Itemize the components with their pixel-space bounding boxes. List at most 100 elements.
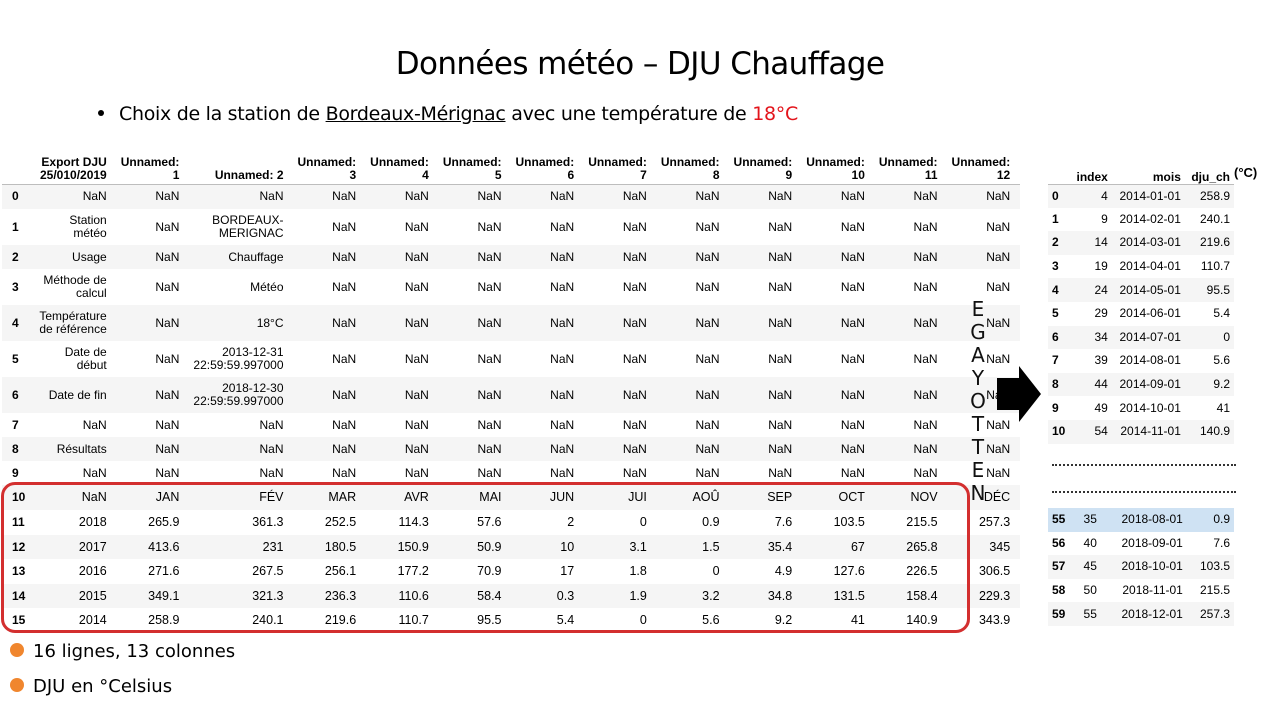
table-cell: 50 [1083, 583, 1097, 598]
clean-dataframe-body-top: 0 4 2014-01-01 258.9 1 9 2014-02-01 240.1 2 14 201… [1048, 184, 1234, 444]
table-row: 3 Méthode de calcul NaN Météo NaN NaN NaN NaN Na… [2, 269, 1020, 305]
table-row: 9 NaN NaN NaN NaN NaN NaN NaN NaN NaN NaN NaN NaN NaN [2, 461, 1020, 485]
table-cell: NaN [695, 279, 720, 294]
table-cell: 67 [850, 539, 865, 554]
clean-dataframe: index mois dju_ch 0 4 2014-01-01 258.9 1 9 2014-… [1048, 162, 1234, 444]
clean-dataframe-header: index mois dju_ch [1048, 162, 1234, 185]
table-row: 2 Usage NaN Chauffage NaN NaN NaN NaN NaN NaN NaN N… [2, 245, 1021, 269]
table-cell: 2 [567, 515, 575, 529]
table-cell: 1.5 [702, 539, 720, 554]
raw-dataframe-body: 0 NaN NaN NaN NaN NaN NaN NaN NaN NaN NaN NaN NaN NaN… [2, 184, 1021, 632]
table-cell: 2017 [78, 539, 107, 554]
table-row: 1 9 2014-02-01 240.1 [1048, 208, 1234, 232]
raw-dataframe: Export DJU 25/010/2019 Unnamed: 1 Unnamed:… [2, 152, 1021, 632]
row-index: 57 [1052, 559, 1066, 574]
table-cell: 41 [1216, 400, 1230, 415]
column-header: Export DJU 25/010/2019 [35, 152, 117, 185]
table-cell: NaN [986, 351, 1011, 366]
table-cell: NaN [477, 279, 502, 294]
row-index: 8 [12, 441, 19, 456]
table-cell: NaN [768, 219, 793, 234]
table-cell: 345 [989, 539, 1011, 554]
table-cell: 0.3 [556, 588, 575, 603]
table-cell: 35 [1083, 512, 1097, 527]
table-cell: 103.5 [1199, 559, 1230, 574]
table-cell: MAI [479, 490, 502, 504]
table-cell: 110.7 [398, 612, 429, 627]
table-cell: 5.4 [1213, 306, 1230, 321]
table-row: 7 NaN NaN NaN NaN NaN NaN NaN NaN NaN NaN NaN NaN NaN [2, 413, 1020, 437]
row-index: 14 [12, 588, 26, 603]
table-cell: 50.9 [477, 539, 502, 554]
cleaning-letter: O [970, 389, 986, 413]
table-row: 5 Date de début NaN 2013-12-31 22:59:59.997… [2, 341, 1020, 377]
cleaning-letter: G [970, 320, 986, 344]
table-cell: 41 [850, 612, 865, 627]
row-index: 9 [1052, 400, 1059, 415]
table-cell: NaN [155, 279, 180, 294]
table-cell: 45 [1083, 559, 1097, 574]
table-cell: NaN [550, 465, 575, 480]
table-cell: 343.9 [978, 612, 1011, 627]
table-cell: 219.6 [1199, 235, 1230, 250]
table-row: 58 50 2018-11-01 215.5 [1048, 579, 1234, 603]
table-cell: 2014-11-01 [1120, 424, 1181, 439]
table-cell: NaN [332, 315, 357, 330]
table-cell: 9 [1101, 211, 1108, 226]
row-index: 7 [1052, 353, 1059, 368]
table-cell: NaN [622, 315, 647, 330]
table-cell: NaN [155, 189, 180, 204]
table-row: 15 2014 258.9 240.1 219.6 110.7 95.5 5.4 0 5.6 9.2… [2, 608, 1020, 632]
table-cell: 256.1 [324, 564, 357, 578]
table-row: 4 Température de référence NaN 18°C NaN NaN Na… [2, 305, 1021, 341]
table-cell: 57.6 [477, 515, 502, 529]
table-cell: NaN [477, 351, 502, 366]
table-cell: SEP [767, 490, 793, 504]
table-cell: NaN [332, 387, 357, 402]
table-cell: NaN [404, 219, 429, 234]
table-cell: 17 [560, 564, 575, 578]
table-cell: 252.5 [324, 515, 357, 529]
column-header: Unnamed: 7 [584, 152, 657, 185]
column-header: Unnamed: 12 [947, 152, 1021, 185]
table-cell: 40 [1083, 535, 1097, 550]
table-cell: NaN [477, 189, 502, 204]
table-cell: 2014-10-01 [1119, 400, 1181, 415]
row-index: 12 [12, 539, 26, 554]
table-cell: 140.9 [906, 612, 938, 627]
table-row: 57 45 2018-10-01 103.5 [1048, 555, 1234, 579]
table-cell: NaN [332, 279, 357, 294]
table-cell: Chauffage [228, 249, 284, 264]
station-name: Bordeaux-Mérignac [325, 103, 506, 125]
column-header: Unnamed: 6 [511, 152, 585, 185]
row-index: 5 [1052, 306, 1059, 321]
table-cell: NaN [82, 189, 107, 204]
table-cell: 4 [1101, 188, 1108, 203]
table-cell: NaN [622, 351, 647, 366]
table-row: 8 44 2014-09-01 9.2 [1048, 372, 1234, 397]
row-index: 2 [1052, 235, 1059, 250]
table-cell: DÉC [983, 490, 1011, 504]
table-cell: NaN [404, 279, 429, 294]
table-cell: 2014 [78, 612, 107, 627]
right-arrow-icon [997, 366, 1041, 422]
table-row: 56 40 2018-09-01 7.6 [1048, 532, 1234, 556]
cleaning-letter: E [971, 297, 985, 321]
index-header [2, 152, 36, 185]
table-cell: 2014-05-01 [1119, 282, 1181, 297]
table-cell: 2014-08-01 [1119, 353, 1181, 368]
column-header: Unnamed: 8 [656, 152, 730, 185]
table-cell: NaN [477, 249, 502, 264]
table-cell: 306.5 [978, 564, 1011, 578]
table-row: 5 29 2014-06-01 5.4 [1048, 302, 1234, 326]
table-cell: NaN [768, 249, 793, 264]
table-cell: NaN [477, 219, 502, 234]
table-cell: BORDEAUX-MERIGNAC [212, 213, 284, 240]
table-cell: 215.5 [906, 515, 938, 529]
table-cell: NaN [840, 441, 865, 456]
table-cell: 2018-12-01 [1121, 606, 1183, 621]
table-cell: 2018-11-01 [1122, 583, 1183, 598]
table-row: 12 2017 413.6 231 180.5 150.9 50.9 10 3.1 1.5 35.4… [2, 535, 1021, 559]
table-cell: NaN [550, 387, 575, 402]
table-cell: FÉV [259, 490, 284, 504]
